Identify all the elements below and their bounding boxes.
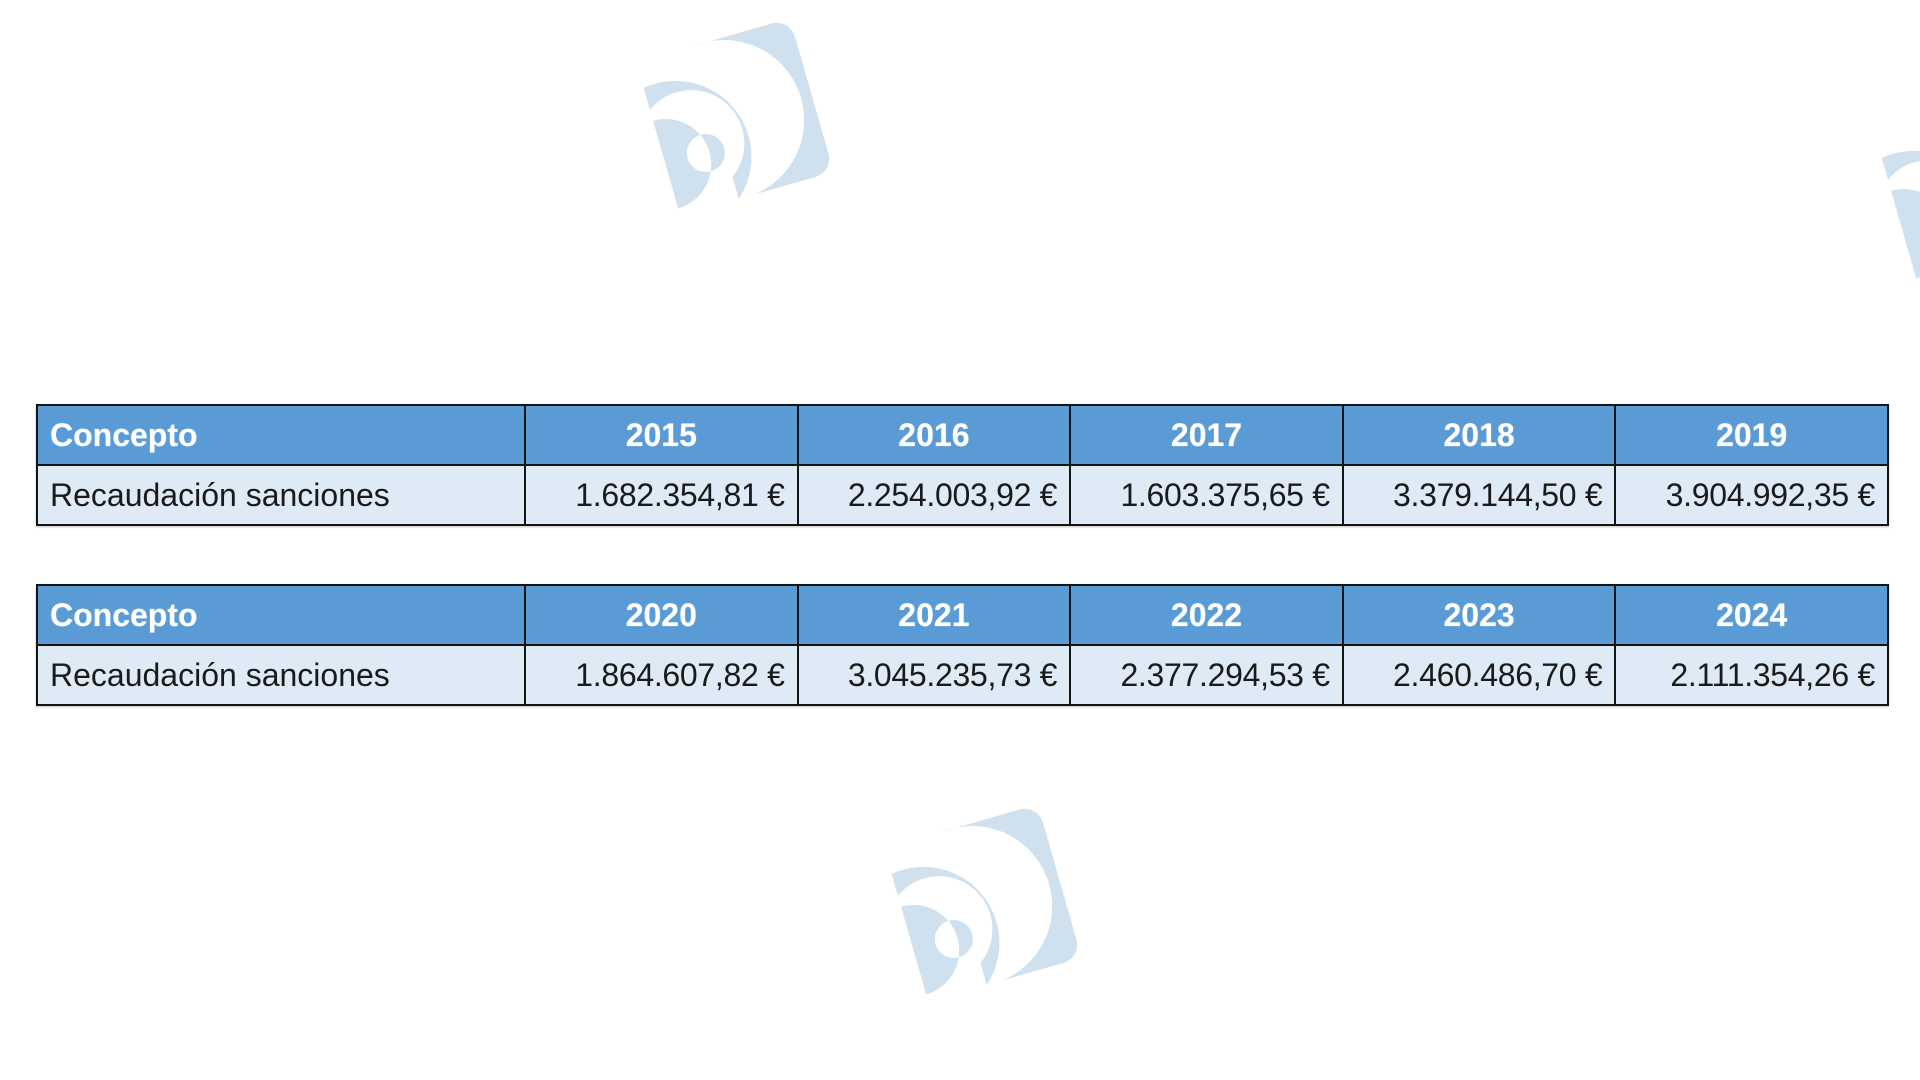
amount-cell: 1.682.354,81 € [524, 464, 799, 526]
column-header-year: 2022 [1069, 584, 1344, 646]
amount-cell: 1.864.607,82 € [524, 644, 799, 706]
amount-cell: 3.379.144,50 € [1341, 464, 1617, 526]
column-header-concept: Concepto [36, 404, 526, 466]
row-label: Recaudación sanciones [36, 644, 526, 706]
column-header-year: 2018 [1341, 404, 1617, 466]
column-header-year: 2017 [1069, 404, 1344, 466]
amount-cell: 2.460.486,70 € [1341, 644, 1617, 706]
column-header-year: 2023 [1341, 584, 1617, 646]
table-header: Concepto 2020 2021 2022 2023 2024 [36, 584, 1889, 646]
header-row: Concepto 2020 2021 2022 2023 2024 [36, 584, 1889, 646]
amount-cell: 2.254.003,92 € [796, 464, 1072, 526]
logo-watermark-icon [1878, 92, 1920, 282]
column-header-concept: Concepto [36, 584, 526, 646]
column-header-year: 2016 [796, 404, 1072, 466]
column-header-year: 2024 [1614, 584, 1889, 646]
column-header-year: 2019 [1614, 404, 1889, 466]
amount-cell: 1.603.375,65 € [1069, 464, 1344, 526]
amount-cell: 3.045.235,73 € [796, 644, 1072, 706]
logo-watermark-icon [888, 808, 1078, 998]
amount-cell: 2.111.354,26 € [1614, 644, 1889, 706]
header-row: Concepto 2015 2016 2017 2018 2019 [36, 404, 1889, 466]
column-header-year: 2015 [524, 404, 799, 466]
logo-watermark-svg [891, 808, 1078, 995]
amount-cell: 3.904.992,35 € [1614, 464, 1889, 526]
column-header-year: 2021 [796, 584, 1072, 646]
logo-watermark-svg [1881, 150, 1920, 279]
logo-watermark-svg [643, 22, 830, 209]
row-label: Recaudación sanciones [36, 464, 526, 526]
table-header: Concepto 2015 2016 2017 2018 2019 [36, 404, 1889, 466]
amount-cell: 2.377.294,53 € [1069, 644, 1344, 706]
revenue-table-2020-2024: Concepto 2020 2021 2022 2023 2024 Recaud… [36, 584, 1889, 706]
table-row: Recaudación sanciones 1.682.354,81 € 2.2… [36, 464, 1889, 526]
logo-watermark-icon [640, 22, 830, 212]
table-row: Recaudación sanciones 1.864.607,82 € 3.0… [36, 644, 1889, 706]
column-header-year: 2020 [524, 584, 799, 646]
revenue-table-2015-2019: Concepto 2015 2016 2017 2018 2019 Recaud… [36, 404, 1889, 526]
